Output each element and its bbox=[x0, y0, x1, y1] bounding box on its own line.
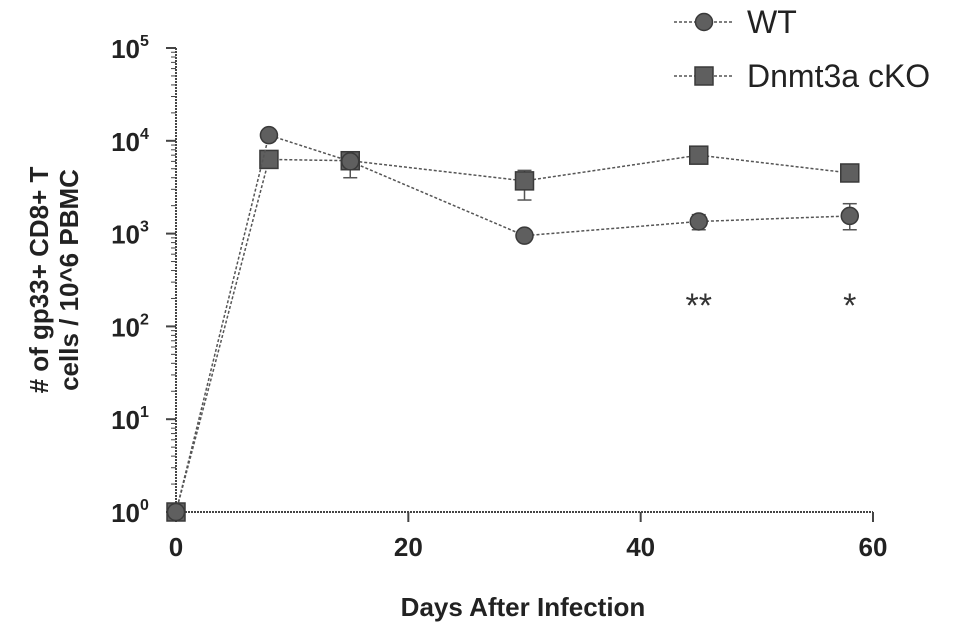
legend-label: WT bbox=[747, 4, 797, 40]
y-tick-label: 103 bbox=[111, 219, 149, 250]
data-point bbox=[840, 206, 860, 226]
axes: 100 101 102 103 104 105 0 20 40 60 bbox=[111, 33, 887, 562]
data-point bbox=[166, 502, 186, 522]
y-tick-label: 100 bbox=[111, 497, 149, 528]
series-wt bbox=[166, 125, 860, 522]
data-point bbox=[689, 212, 708, 231]
y-tick-label: 102 bbox=[111, 311, 149, 342]
x-tick-label: 40 bbox=[626, 532, 655, 562]
x-tick-label: 0 bbox=[169, 532, 183, 562]
y-tick-label: 104 bbox=[111, 126, 149, 157]
y-axis-title-line1: # of gp33+ CD8+ T bbox=[24, 166, 54, 393]
data-point bbox=[515, 226, 534, 245]
data-point bbox=[259, 125, 279, 145]
legend-marker bbox=[694, 12, 714, 32]
legend-item: WT bbox=[674, 4, 797, 40]
x-axis-title: Days After Infection bbox=[401, 592, 646, 622]
series-line bbox=[175, 154, 850, 513]
data-point bbox=[689, 145, 709, 165]
legend-item: Dnmt3a cKO bbox=[674, 58, 930, 94]
data-point bbox=[341, 152, 360, 171]
y-axis-title-line2: cells / 10^6 PBMC bbox=[54, 169, 84, 391]
x-tick-label: 60 bbox=[859, 532, 888, 562]
series-line bbox=[175, 134, 850, 513]
series-layer bbox=[166, 125, 860, 522]
series-dnmt3a-cko bbox=[166, 145, 860, 522]
legend-marker bbox=[694, 66, 714, 86]
annotations: ** * bbox=[686, 287, 857, 325]
legend-label: Dnmt3a cKO bbox=[747, 58, 930, 94]
x-tick-label: 20 bbox=[394, 532, 423, 562]
significance-label: * bbox=[843, 287, 856, 325]
data-point bbox=[259, 149, 279, 170]
data-point bbox=[514, 171, 535, 191]
data-point bbox=[840, 163, 860, 183]
significance-label: ** bbox=[686, 287, 712, 325]
y-tick-label: 101 bbox=[111, 404, 149, 435]
legend: WT Dnmt3a cKO bbox=[674, 4, 930, 94]
y-tick-label: 105 bbox=[111, 33, 149, 64]
